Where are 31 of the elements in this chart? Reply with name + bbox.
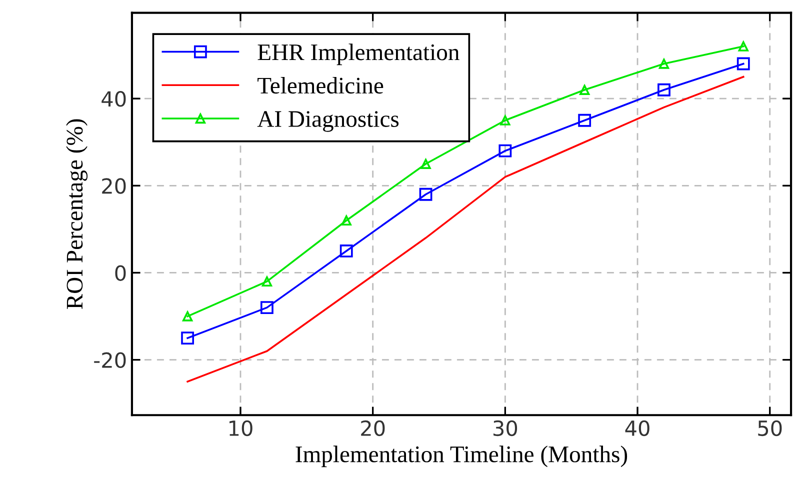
point [580, 84, 590, 95]
point [738, 41, 748, 52]
x-tick-label: 10 [230, 420, 252, 436]
x-tick-label: 40 [625, 420, 650, 436]
point [260, 301, 274, 314]
point [736, 57, 750, 70]
y-tick-label: -20 [94, 352, 126, 368]
y-tick-label: 0 [115, 265, 126, 281]
point [500, 115, 510, 126]
point [658, 83, 670, 96]
x-tick-label: 20 [361, 420, 385, 436]
point [262, 276, 272, 287]
x-axis-title: Implementation Timeline (Months) [296, 446, 628, 468]
y-tick-label: 20 [102, 178, 126, 194]
y-tick-label: 40 [102, 91, 126, 107]
point [340, 244, 353, 258]
point [341, 215, 352, 226]
point [658, 58, 670, 69]
point [578, 114, 592, 127]
x-tick-label: 30 [494, 420, 518, 436]
point [181, 332, 194, 345]
point [420, 158, 431, 169]
legend-label: AI Diagnostics [257, 111, 399, 132]
point [498, 144, 512, 158]
legend-label: EHR Implementation [258, 44, 460, 66]
point [182, 311, 193, 322]
y-axis-title: ROI Percentage (%) [66, 119, 88, 309]
line-series [186, 76, 744, 382]
point [419, 188, 432, 201]
x-tick-label: 50 [758, 420, 782, 436]
legend-label: Telemedicine [258, 77, 384, 94]
